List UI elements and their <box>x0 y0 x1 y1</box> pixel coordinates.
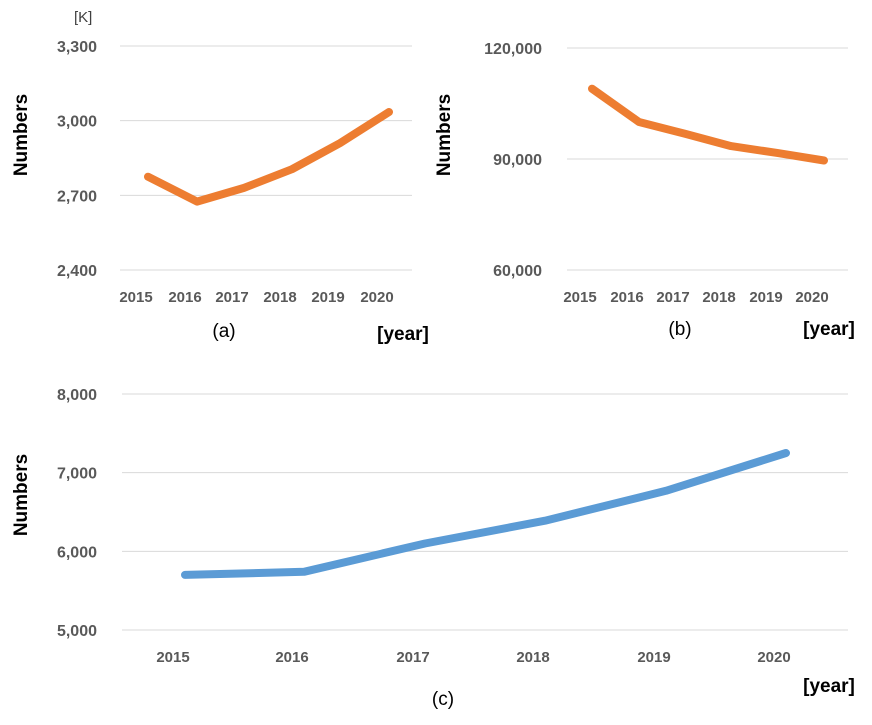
y-tick-label-c-0: 5,000 <box>57 623 97 640</box>
caption-c: (c) <box>432 689 454 710</box>
x-tick-label-b-0: 2015 <box>563 289 596 306</box>
y-tick-label-c-3: 8,000 <box>57 387 97 404</box>
y-tick-label-b-0: 60,000 <box>493 263 542 280</box>
y-tick-label-a-2: 3,000 <box>57 114 97 131</box>
x-tick-label-c-2: 2017 <box>396 649 429 666</box>
gridlines-c <box>122 393 848 631</box>
x-tick-label-b-2: 2017 <box>656 289 689 306</box>
series-line-b <box>588 84 828 165</box>
y-tick-label-a-1: 2,700 <box>57 188 97 205</box>
y-tick-label-c-1: 6,000 <box>57 544 97 561</box>
caption-b: (b) <box>668 319 691 340</box>
x-axis-label-a: [year] <box>377 324 429 345</box>
x-tick-label-b-5: 2020 <box>795 289 828 306</box>
x-tick-label-a-5: 2020 <box>360 289 393 306</box>
y-tick-label-c-2: 7,000 <box>57 466 97 483</box>
y-tick-label-a-0: 2,400 <box>57 263 97 280</box>
x-axis-label-c: [year] <box>803 676 855 697</box>
chart-panel-b: 60,000 90,000 120,000 2015 2016 2017 2018 2019… <box>434 41 855 340</box>
x-tick-label-a-0: 2015 <box>119 289 152 306</box>
caption-a: (a) <box>212 321 235 342</box>
x-tick-label-a-3: 2018 <box>263 289 296 306</box>
x-tick-label-b-4: 2019 <box>749 289 782 306</box>
x-tick-label-c-5: 2020 <box>757 649 790 666</box>
x-tick-label-c-1: 2016 <box>275 649 308 666</box>
y-ticks-a: 2,400 2,700 3,000 3,300 <box>57 39 97 280</box>
y-axis-label-b: Numbers <box>434 94 455 176</box>
unit-label-a: [K] <box>74 9 92 26</box>
y-axis-label-a: Numbers <box>11 94 32 176</box>
x-tick-label-b-3: 2018 <box>702 289 735 306</box>
series-line-c <box>181 449 790 579</box>
x-tick-label-b-1: 2016 <box>610 289 643 306</box>
gridlines-a <box>120 45 412 271</box>
y-tick-label-b-1: 90,000 <box>493 152 542 169</box>
x-tick-label-a-4: 2019 <box>311 289 344 306</box>
y-tick-label-b-2: 120,000 <box>484 41 542 58</box>
x-tick-label-c-4: 2019 <box>637 649 670 666</box>
x-ticks-c: 2015 2016 2017 2018 2019 2020 <box>156 649 790 666</box>
y-ticks-b: 60,000 90,000 120,000 <box>484 41 542 280</box>
x-tick-label-a-2: 2017 <box>215 289 248 306</box>
x-ticks-a: 2015 2016 2017 2018 2019 2020 <box>119 289 393 306</box>
y-ticks-c: 5,000 6,000 7,000 8,000 <box>57 387 97 640</box>
y-axis-label-c: Numbers <box>11 454 32 536</box>
x-tick-label-a-1: 2016 <box>168 289 201 306</box>
x-tick-label-c-0: 2015 <box>156 649 189 666</box>
series-line-a <box>144 108 393 206</box>
x-ticks-b: 2015 2016 2017 2018 2019 2020 <box>563 289 828 306</box>
x-tick-label-c-3: 2018 <box>516 649 549 666</box>
x-axis-label-b: [year] <box>803 319 855 340</box>
y-tick-label-a-3: 3,300 <box>57 39 97 56</box>
